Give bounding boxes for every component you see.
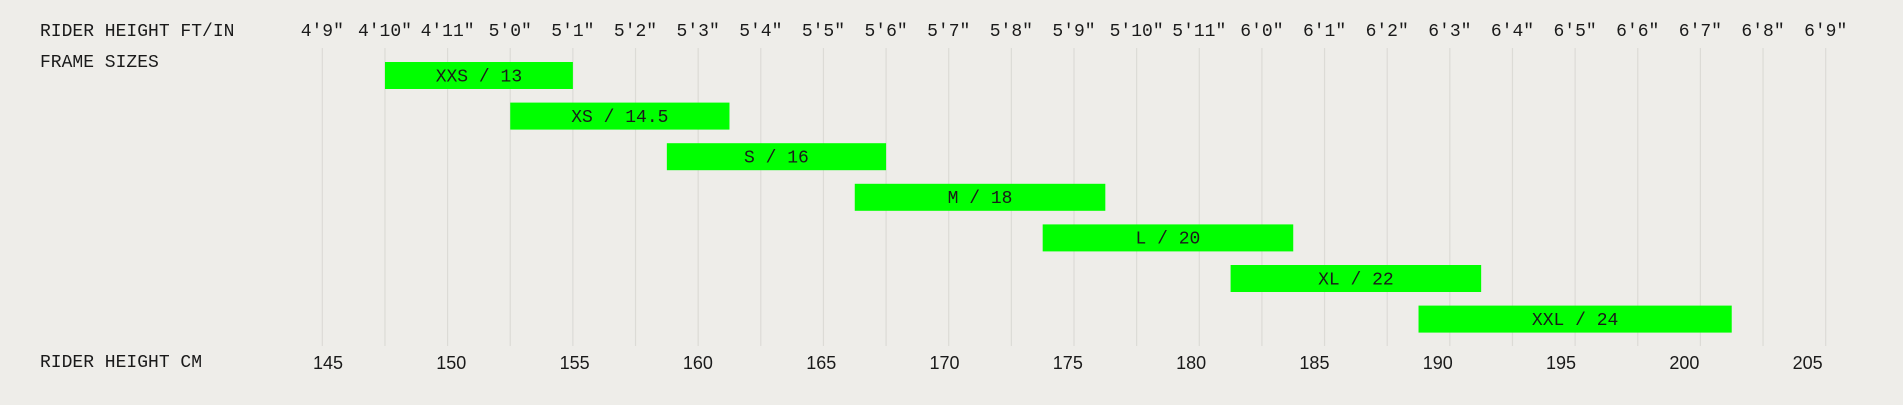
ft-tick-label: 6'8": [1741, 22, 1784, 42]
size-bar: [666, 143, 887, 171]
ft-tick-label: 6'4": [1491, 22, 1534, 42]
size-bar: [384, 62, 573, 89]
ft-tick-label: 5'6": [864, 22, 907, 42]
ft-tick-label: 4'11": [421, 22, 475, 42]
cm-tick-label: 165: [806, 353, 836, 373]
ft-tick-label: 5'11": [1172, 22, 1226, 42]
ft-tick-label: 5'10": [1110, 22, 1164, 42]
ft-tick-label: 5'0": [489, 22, 532, 42]
cm-axis-label: RIDER HEIGHT CM: [40, 353, 202, 373]
cm-tick-label: 150: [436, 353, 466, 373]
ft-tick-label: 5'1": [551, 22, 594, 42]
ft-tick-label: 6'6": [1616, 22, 1659, 42]
ft-tick-label: 6'5": [1554, 22, 1597, 42]
ft-tick-label: 5'2": [614, 22, 657, 42]
size-label: XS / 14.5: [571, 108, 668, 128]
cm-tick-label: 205: [1793, 353, 1823, 373]
size-label: L / 20: [1136, 230, 1201, 250]
ft-tick-label: 5'8": [990, 22, 1033, 42]
size-bar: [854, 183, 1106, 211]
size-bar: [1042, 224, 1294, 252]
size-label: XXL / 24: [1532, 311, 1618, 331]
cm-tick-label: 155: [560, 353, 590, 373]
size-bar: [510, 102, 730, 130]
ft-tick-label: 4'10": [358, 22, 412, 42]
ft-tick-label: 5'3": [677, 22, 720, 42]
ft-tick-label: 6'1": [1303, 22, 1346, 42]
cm-tick-label: 175: [1053, 353, 1083, 373]
size-bar: [1230, 265, 1482, 292]
ft-tick-label: 6'9": [1804, 22, 1847, 42]
ft-tick-label: 6'3": [1428, 22, 1471, 42]
ft-tick-label: 5'9": [1052, 22, 1095, 42]
size-label: XL / 22: [1318, 270, 1394, 290]
cm-tick-label: 160: [683, 353, 713, 373]
ft-tick-label: 5'5": [802, 22, 845, 42]
size-label: S / 16: [744, 148, 809, 168]
cm-tick-label: 190: [1423, 353, 1453, 373]
size-label: XXS / 13: [436, 67, 522, 87]
ft-tick-label: 4'9": [301, 22, 344, 42]
cm-tick-label: 200: [1669, 353, 1699, 373]
size-bar: [1418, 305, 1732, 333]
ft-axis-label: RIDER HEIGHT FT/IN: [40, 22, 234, 42]
ft-tick-label: 6'2": [1366, 22, 1409, 42]
cm-tick-label: 180: [1176, 353, 1206, 373]
ft-tick-label: 5'4": [739, 22, 782, 42]
cm-tick-label: 195: [1546, 353, 1576, 373]
ft-tick-label: 6'7": [1679, 22, 1722, 42]
size-label: M / 18: [948, 189, 1013, 209]
ft-tick-label: 5'7": [927, 22, 970, 42]
cm-tick-label: 170: [930, 353, 960, 373]
ft-tick-label: 6'0": [1240, 22, 1283, 42]
cm-tick-label: 185: [1299, 353, 1329, 373]
cm-tick-label: 145: [313, 353, 343, 373]
frame-sizes-label: FRAME SIZES: [40, 53, 159, 73]
